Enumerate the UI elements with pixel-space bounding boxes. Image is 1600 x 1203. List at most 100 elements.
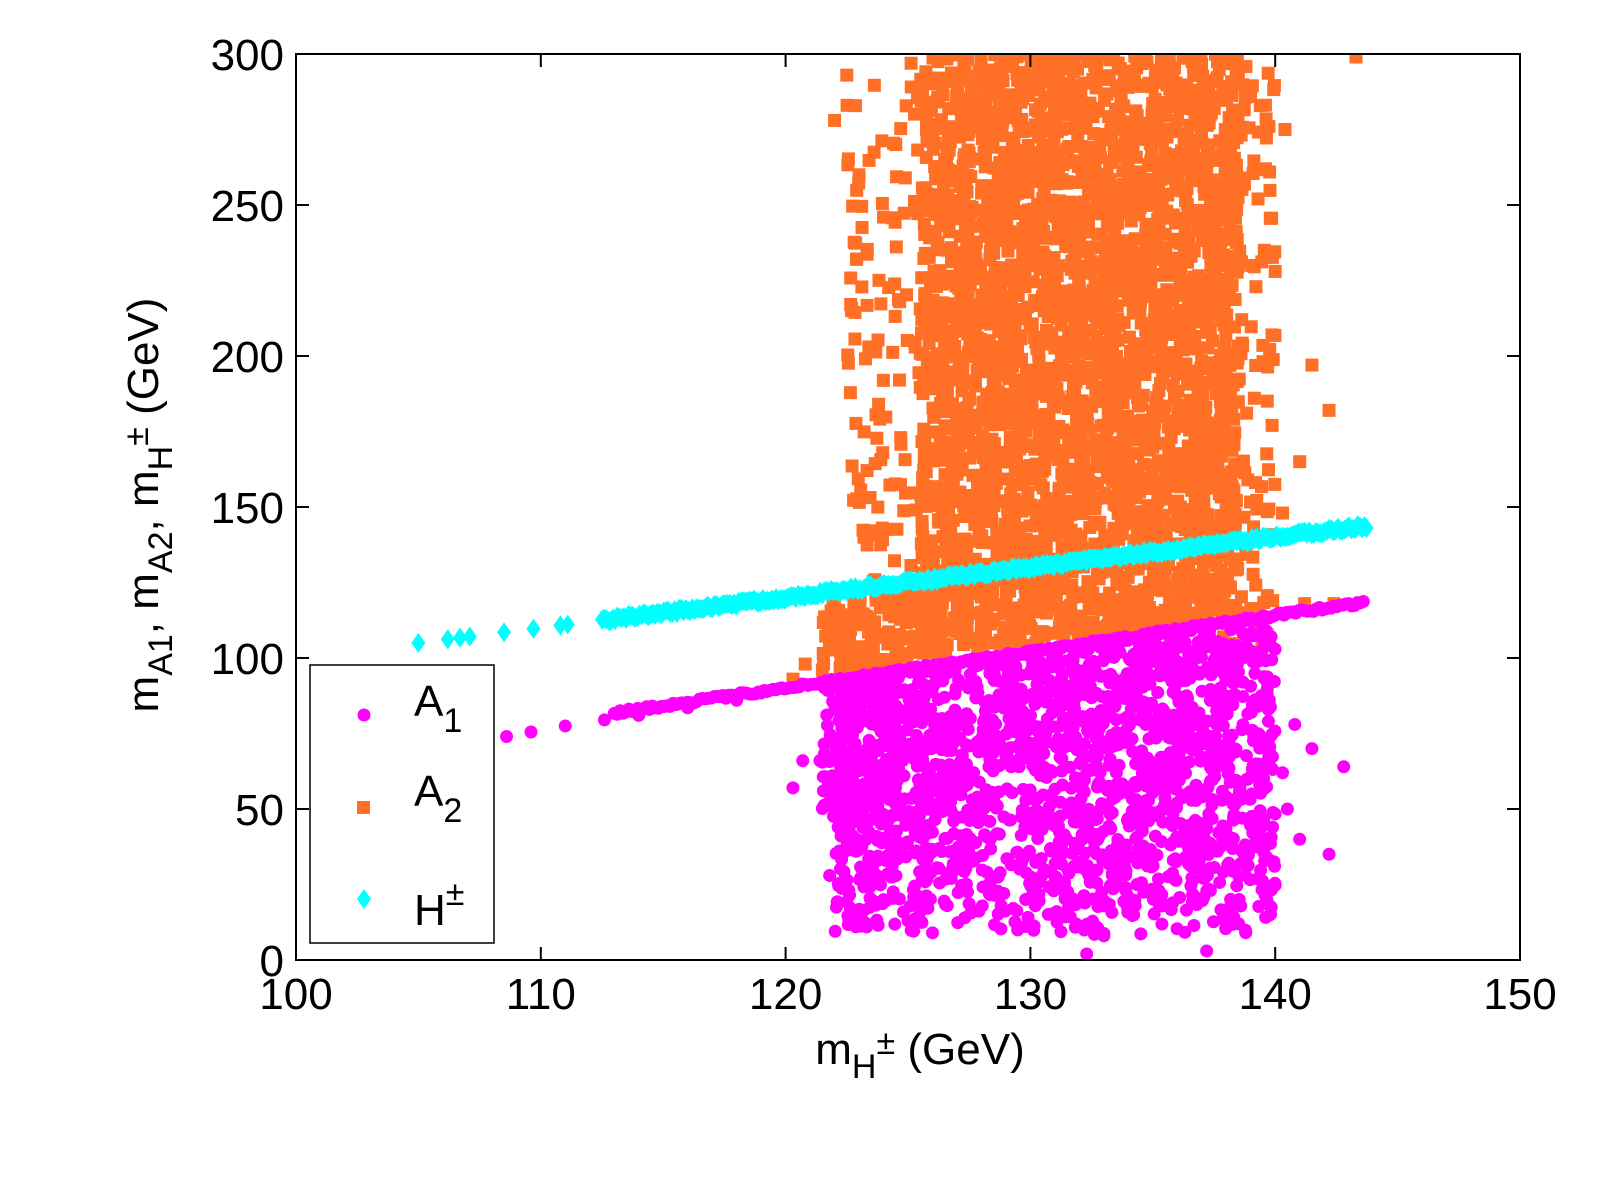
a2-point [1086,110,1100,124]
a2-point [964,631,978,645]
a2-point [1141,481,1155,495]
a2-point [1167,308,1181,322]
a2-point [940,54,954,66]
a1-point [1231,665,1245,679]
a2-point [1204,521,1218,535]
a2-point [1187,329,1201,343]
a2-point [1117,430,1131,444]
a2-point [1209,293,1223,307]
a2-point [1060,480,1074,494]
a2-point [1035,465,1049,479]
a2-point [934,373,948,387]
a2-point [846,199,860,213]
a2-point [1130,114,1144,128]
a2-point [1073,616,1087,630]
a2-point [1170,148,1184,162]
a2-point [1247,391,1261,405]
a2-point [1171,181,1185,195]
a2-point [1194,130,1208,144]
a2-point [1268,264,1282,278]
a2-point [935,384,949,398]
a2-point [1222,135,1236,149]
a2-point [1182,564,1196,578]
a2-point [1278,123,1292,136]
a2-point [1198,375,1212,389]
a2-point [1203,307,1217,321]
a2-point [1139,131,1153,145]
a2-point [1080,301,1094,315]
a2-point [1148,241,1162,255]
a2-point [1180,128,1194,142]
a2-point [1266,353,1280,367]
a2-point [983,317,997,331]
a2-point [947,371,961,385]
a2-point [1223,287,1237,301]
a2-point [904,80,918,94]
a2-point [1001,513,1015,527]
a2-point [1073,488,1087,502]
a2-point [855,641,869,655]
a2-point [1205,592,1219,606]
a2-point [1127,559,1141,573]
a2-point [910,612,924,626]
a2-point [1103,593,1117,607]
a2-point [924,100,938,114]
a2-point [1075,163,1089,177]
a2-point [1199,508,1213,522]
a2-point [1074,322,1088,336]
a2-point [1039,144,1053,158]
a1-point [920,802,934,816]
a2-point [832,603,846,617]
a2-point [984,278,998,292]
a2-point [1147,410,1161,424]
a2-point [985,296,999,310]
a2-point [1162,558,1176,572]
a2-point [1103,461,1117,475]
a1-point [948,703,962,717]
a2-point [1128,467,1142,481]
a2-point [1123,414,1137,428]
a2-point [1095,54,1109,63]
a2-point [1096,130,1110,144]
a2-point [1244,602,1258,616]
a2-point [970,269,984,283]
a1-point [1192,861,1206,875]
a2-point [1127,71,1141,85]
a2-point [1107,390,1121,404]
a2-point [1117,315,1131,329]
a2-point [1010,373,1024,387]
a2-point [1236,78,1250,92]
a2-point [1088,537,1102,551]
a2-point [1204,93,1218,107]
a2-point [873,601,887,615]
a2-point [850,252,864,266]
a2-point [1197,496,1211,510]
a2-point [928,231,942,245]
a2-point [1022,404,1036,418]
a2-point [948,303,962,317]
a2-point [1187,244,1201,258]
a2-point [1090,312,1104,326]
a2-point [1214,509,1228,523]
a2-point [961,168,975,182]
a2-point [1049,71,1063,85]
a2-point [841,356,855,370]
a2-point [1128,380,1142,394]
a2-point [978,514,992,528]
a2-point [1147,313,1161,327]
a2-point [1038,438,1052,452]
a2-point [1051,144,1065,158]
a2-point [1000,290,1014,304]
a2-point [1180,211,1194,225]
a2-point [1037,282,1051,296]
a2-point [1234,590,1248,604]
a2-point [1028,442,1042,456]
a2-point [1257,243,1271,257]
a2-point [881,637,895,651]
a2-point [1041,361,1055,375]
a2-point [984,362,998,376]
a2-point [1219,328,1233,342]
a2-point [998,54,1012,64]
a1-point [1187,918,1201,932]
a2-point [1255,255,1269,269]
